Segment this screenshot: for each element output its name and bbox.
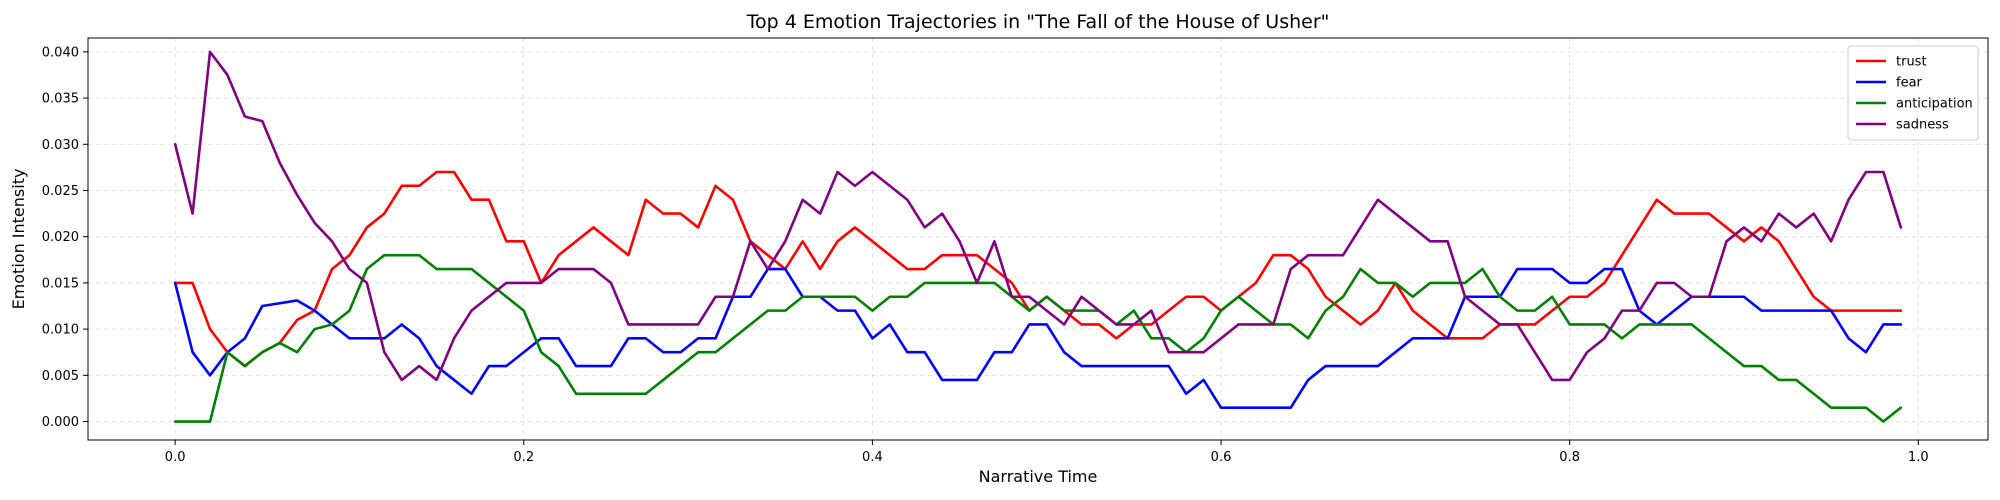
x-axis-label: Narrative Time: [979, 467, 1098, 486]
legend-label-anticipation: anticipation: [1896, 97, 1973, 112]
x-tick-label: 1.0: [1908, 450, 1929, 465]
y-axis-ticks: 0.000 0.005 0.010 0.015 0.020 0.025 0.030 0.035…: [42, 45, 88, 430]
y-axis-label: Emotion Intensity: [9, 169, 28, 310]
y-tick-label: 0.040: [42, 45, 79, 60]
series-line-anticipation: [173, 253, 1903, 423]
legend-label-fear: fear: [1896, 76, 1923, 91]
y-tick-label: 0.005: [42, 369, 79, 384]
series-line-trust: [173, 170, 1903, 368]
series-line-sadness: [173, 50, 1903, 382]
legend: trust fear anticipation sadness: [1847, 45, 1979, 141]
series-lines: [173, 50, 1903, 423]
x-axis-ticks: 0.0 0.2 0.4 0.6 0.8 1.0: [165, 440, 1929, 465]
x-tick-label: 0.8: [1559, 450, 1580, 465]
legend-label-trust: trust: [1896, 55, 1927, 70]
series-line-fear: [173, 267, 1903, 409]
x-tick-label: 0.0: [165, 450, 186, 465]
grid: [88, 38, 1988, 440]
y-tick-label: 0.000: [42, 415, 79, 430]
chart-title: Top 4 Emotion Trajectories in "The Fall …: [746, 11, 1330, 33]
y-tick-label: 0.020: [42, 230, 79, 245]
y-tick-label: 0.015: [42, 276, 79, 291]
plot-frame: [87, 37, 1989, 441]
y-tick-label: 0.035: [42, 92, 79, 107]
y-tick-label: 0.010: [42, 323, 79, 338]
x-tick-label: 0.4: [862, 450, 883, 465]
x-tick-label: 0.2: [513, 450, 534, 465]
legend-box: [1847, 45, 1979, 141]
y-tick-label: 0.025: [42, 184, 79, 199]
legend-label-sadness: sadness: [1896, 118, 1949, 133]
y-tick-label: 0.030: [42, 138, 79, 153]
x-tick-label: 0.6: [1211, 450, 1232, 465]
